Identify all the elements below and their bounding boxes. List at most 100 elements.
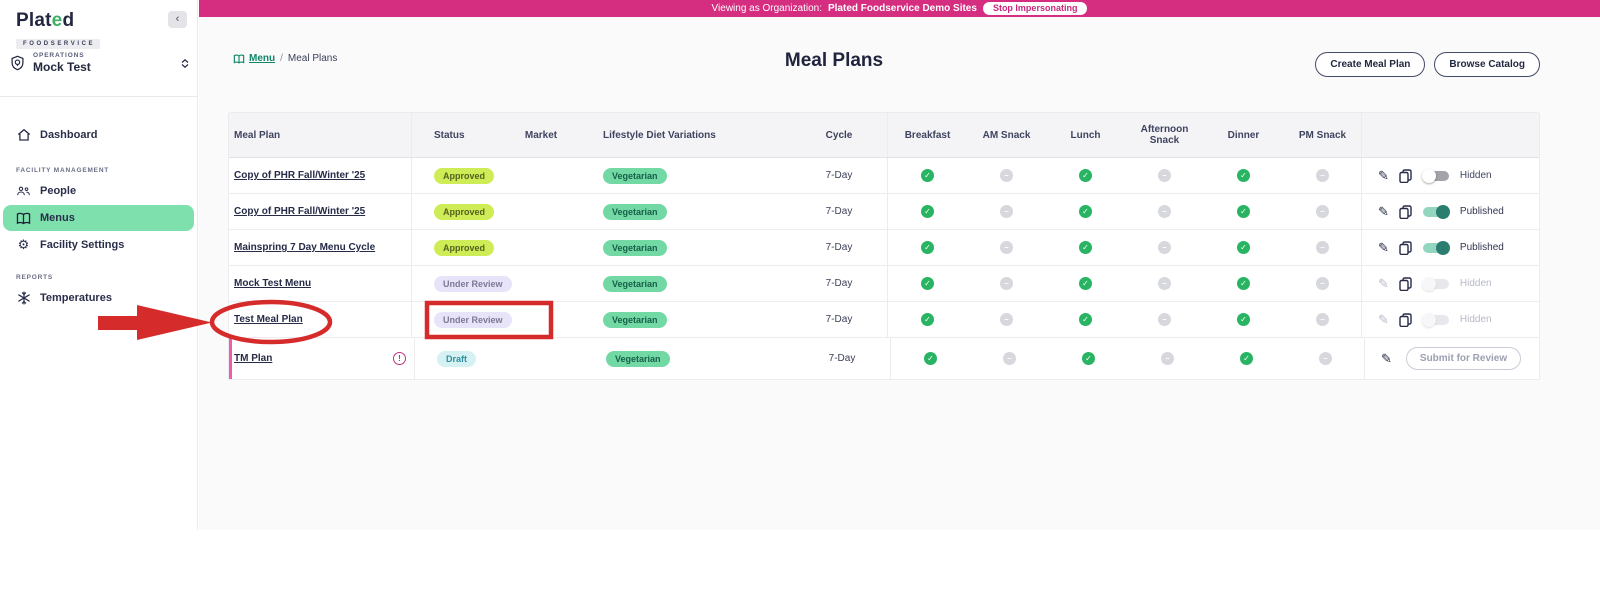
- pencil-icon[interactable]: ✎: [1381, 351, 1392, 366]
- create-meal-plan-button[interactable]: Create Meal Plan: [1315, 52, 1426, 77]
- pencil-icon[interactable]: ✎: [1378, 168, 1389, 183]
- dash-icon: –: [1158, 205, 1171, 218]
- check-icon: ✓: [1079, 205, 1092, 218]
- meal-column-headers: Breakfast AM Snack Lunch Afternoon Snack…: [887, 113, 1361, 157]
- check-icon: ✓: [1237, 277, 1250, 290]
- chevron-up-down-icon: [181, 58, 189, 68]
- copy-icon[interactable]: [1399, 276, 1412, 291]
- sidebar-item-temperatures[interactable]: Temperatures: [0, 286, 197, 310]
- status-badge: Under Review: [434, 311, 512, 328]
- breadcrumb-current: Meal Plans: [287, 53, 338, 64]
- diet-badge: Vegetarian: [603, 239, 667, 256]
- check-icon: ✓: [921, 169, 934, 182]
- main-content: Viewing as Organization: Plated Foodserv…: [199, 0, 1600, 530]
- sidebar-item-facility-settings[interactable]: ⚙ Facility Settings: [0, 233, 197, 257]
- book-icon: [233, 54, 245, 64]
- col-header-lunch: Lunch: [1070, 129, 1101, 141]
- menus-book-icon: [16, 212, 31, 225]
- meal-plan-link[interactable]: Copy of PHR Fall/Winter '25: [234, 170, 366, 181]
- col-header-afternoon-snack: Afternoon Snack: [1140, 124, 1189, 146]
- publish-toggle[interactable]: [1422, 204, 1450, 219]
- market-cell: [511, 158, 571, 193]
- diet-badge: Vegetarian: [603, 167, 667, 184]
- toggle-label: Hidden: [1459, 170, 1492, 181]
- logo-text-end: d: [62, 10, 75, 31]
- browse-catalog-button[interactable]: Browse Catalog: [1434, 52, 1540, 77]
- sidebar-item-menus[interactable]: Menus: [3, 205, 194, 231]
- shield-icon: [10, 54, 25, 72]
- copy-icon[interactable]: [1399, 168, 1412, 183]
- org-switcher[interactable]: OPERATIONS Mock Test: [10, 52, 189, 74]
- market-cell: [511, 194, 571, 229]
- meal-availability-cells: ✓ – ✓ – ✓ –: [887, 194, 1361, 229]
- sidebar-section-reports: REPORTS: [16, 274, 54, 281]
- table-row: Copy of PHR Fall/Winter '25 Approved Veg…: [229, 158, 1539, 194]
- meal-plan-link[interactable]: TM Plan: [234, 353, 273, 364]
- pencil-icon[interactable]: ✎: [1378, 312, 1389, 327]
- pencil-icon[interactable]: ✎: [1378, 276, 1389, 291]
- cycle-cell: 7-Day: [825, 314, 853, 325]
- table-row: Copy of PHR Fall/Winter '25 Approved Veg…: [229, 194, 1539, 230]
- sidebar-nav: Dashboard FACILITY MANAGEMENT People Men…: [0, 97, 197, 310]
- publish-toggle[interactable]: [1421, 276, 1450, 291]
- check-icon: ✓: [1237, 241, 1250, 254]
- meal-availability-cells: ✓ – ✓ – ✓ –: [887, 266, 1361, 301]
- dash-icon: –: [1316, 313, 1329, 326]
- sidebar-item-label: Temperatures: [40, 292, 112, 304]
- sidebar-item-label: Menus: [40, 212, 75, 224]
- col-header-pm-snack: PM Snack: [1298, 129, 1347, 141]
- sidebar-section-facility-management: FACILITY MANAGEMENT: [16, 167, 110, 174]
- col-header-market: Market: [524, 129, 558, 141]
- dash-icon: –: [1316, 205, 1329, 218]
- sidebar-header: Plated FOODSERVICE ‹ OPERATIONS Mock Tes…: [0, 0, 197, 97]
- check-icon: ✓: [1079, 169, 1092, 182]
- meal-plan-link[interactable]: Mainspring 7 Day Menu Cycle: [234, 242, 376, 253]
- col-header-status: Status: [411, 113, 511, 157]
- check-icon: ✓: [1082, 352, 1095, 365]
- copy-icon[interactable]: [1399, 204, 1412, 219]
- submit-for-review-button[interactable]: Submit for Review: [1405, 347, 1522, 370]
- check-icon: ✓: [1079, 241, 1092, 254]
- home-icon: [16, 128, 31, 142]
- market-cell: [511, 230, 571, 265]
- logo-text: Plat: [16, 10, 52, 31]
- check-icon: ✓: [1237, 205, 1250, 218]
- breadcrumb: Menu / Meal Plans: [233, 53, 337, 64]
- org-label: OPERATIONS: [33, 52, 85, 59]
- sidebar: Plated FOODSERVICE ‹ OPERATIONS Mock Tes…: [0, 0, 198, 530]
- meal-plan-link[interactable]: Copy of PHR Fall/Winter '25: [234, 206, 366, 217]
- pencil-icon[interactable]: ✎: [1378, 204, 1389, 219]
- stop-impersonating-button[interactable]: Stop Impersonating: [982, 2, 1088, 15]
- meal-availability-cells: ✓ – ✓ – ✓ –: [890, 338, 1364, 379]
- status-badge: Approved: [434, 239, 495, 256]
- meal-plan-link[interactable]: Test Meal Plan: [234, 314, 303, 325]
- breadcrumb-menu-link[interactable]: Menu: [233, 53, 275, 64]
- diet-badge: Vegetarian: [603, 203, 667, 220]
- cycle-cell: 7-Day: [825, 278, 853, 289]
- people-icon: [16, 185, 31, 197]
- toggle-label: Hidden: [1459, 314, 1492, 325]
- table-row: Test Meal Plan Under Review Vegetarian 7…: [229, 302, 1539, 338]
- dash-icon: –: [1316, 241, 1329, 254]
- col-header-actions: [1361, 113, 1541, 157]
- meal-availability-cells: ✓ – ✓ – ✓ –: [887, 302, 1361, 337]
- copy-icon[interactable]: [1399, 312, 1412, 327]
- dash-icon: –: [1158, 169, 1171, 182]
- publish-toggle[interactable]: [1421, 168, 1450, 183]
- gear-icon: ⚙: [17, 237, 30, 252]
- toggle-label: Hidden: [1459, 278, 1492, 289]
- publish-toggle[interactable]: [1421, 312, 1450, 327]
- sidebar-item-people[interactable]: People: [0, 179, 197, 203]
- sidebar-item-dashboard[interactable]: Dashboard: [0, 123, 197, 147]
- publish-toggle[interactable]: [1422, 240, 1450, 255]
- pencil-icon[interactable]: ✎: [1378, 240, 1389, 255]
- dash-icon: –: [1158, 313, 1171, 326]
- sidebar-collapse-button[interactable]: ‹: [168, 11, 187, 28]
- breadcrumb-separator: /: [280, 53, 283, 64]
- meal-plan-link[interactable]: Mock Test Menu: [234, 278, 312, 289]
- dash-icon: –: [1158, 277, 1171, 290]
- copy-icon[interactable]: [1399, 240, 1412, 255]
- check-icon: ✓: [1237, 169, 1250, 182]
- dash-icon: –: [1000, 241, 1013, 254]
